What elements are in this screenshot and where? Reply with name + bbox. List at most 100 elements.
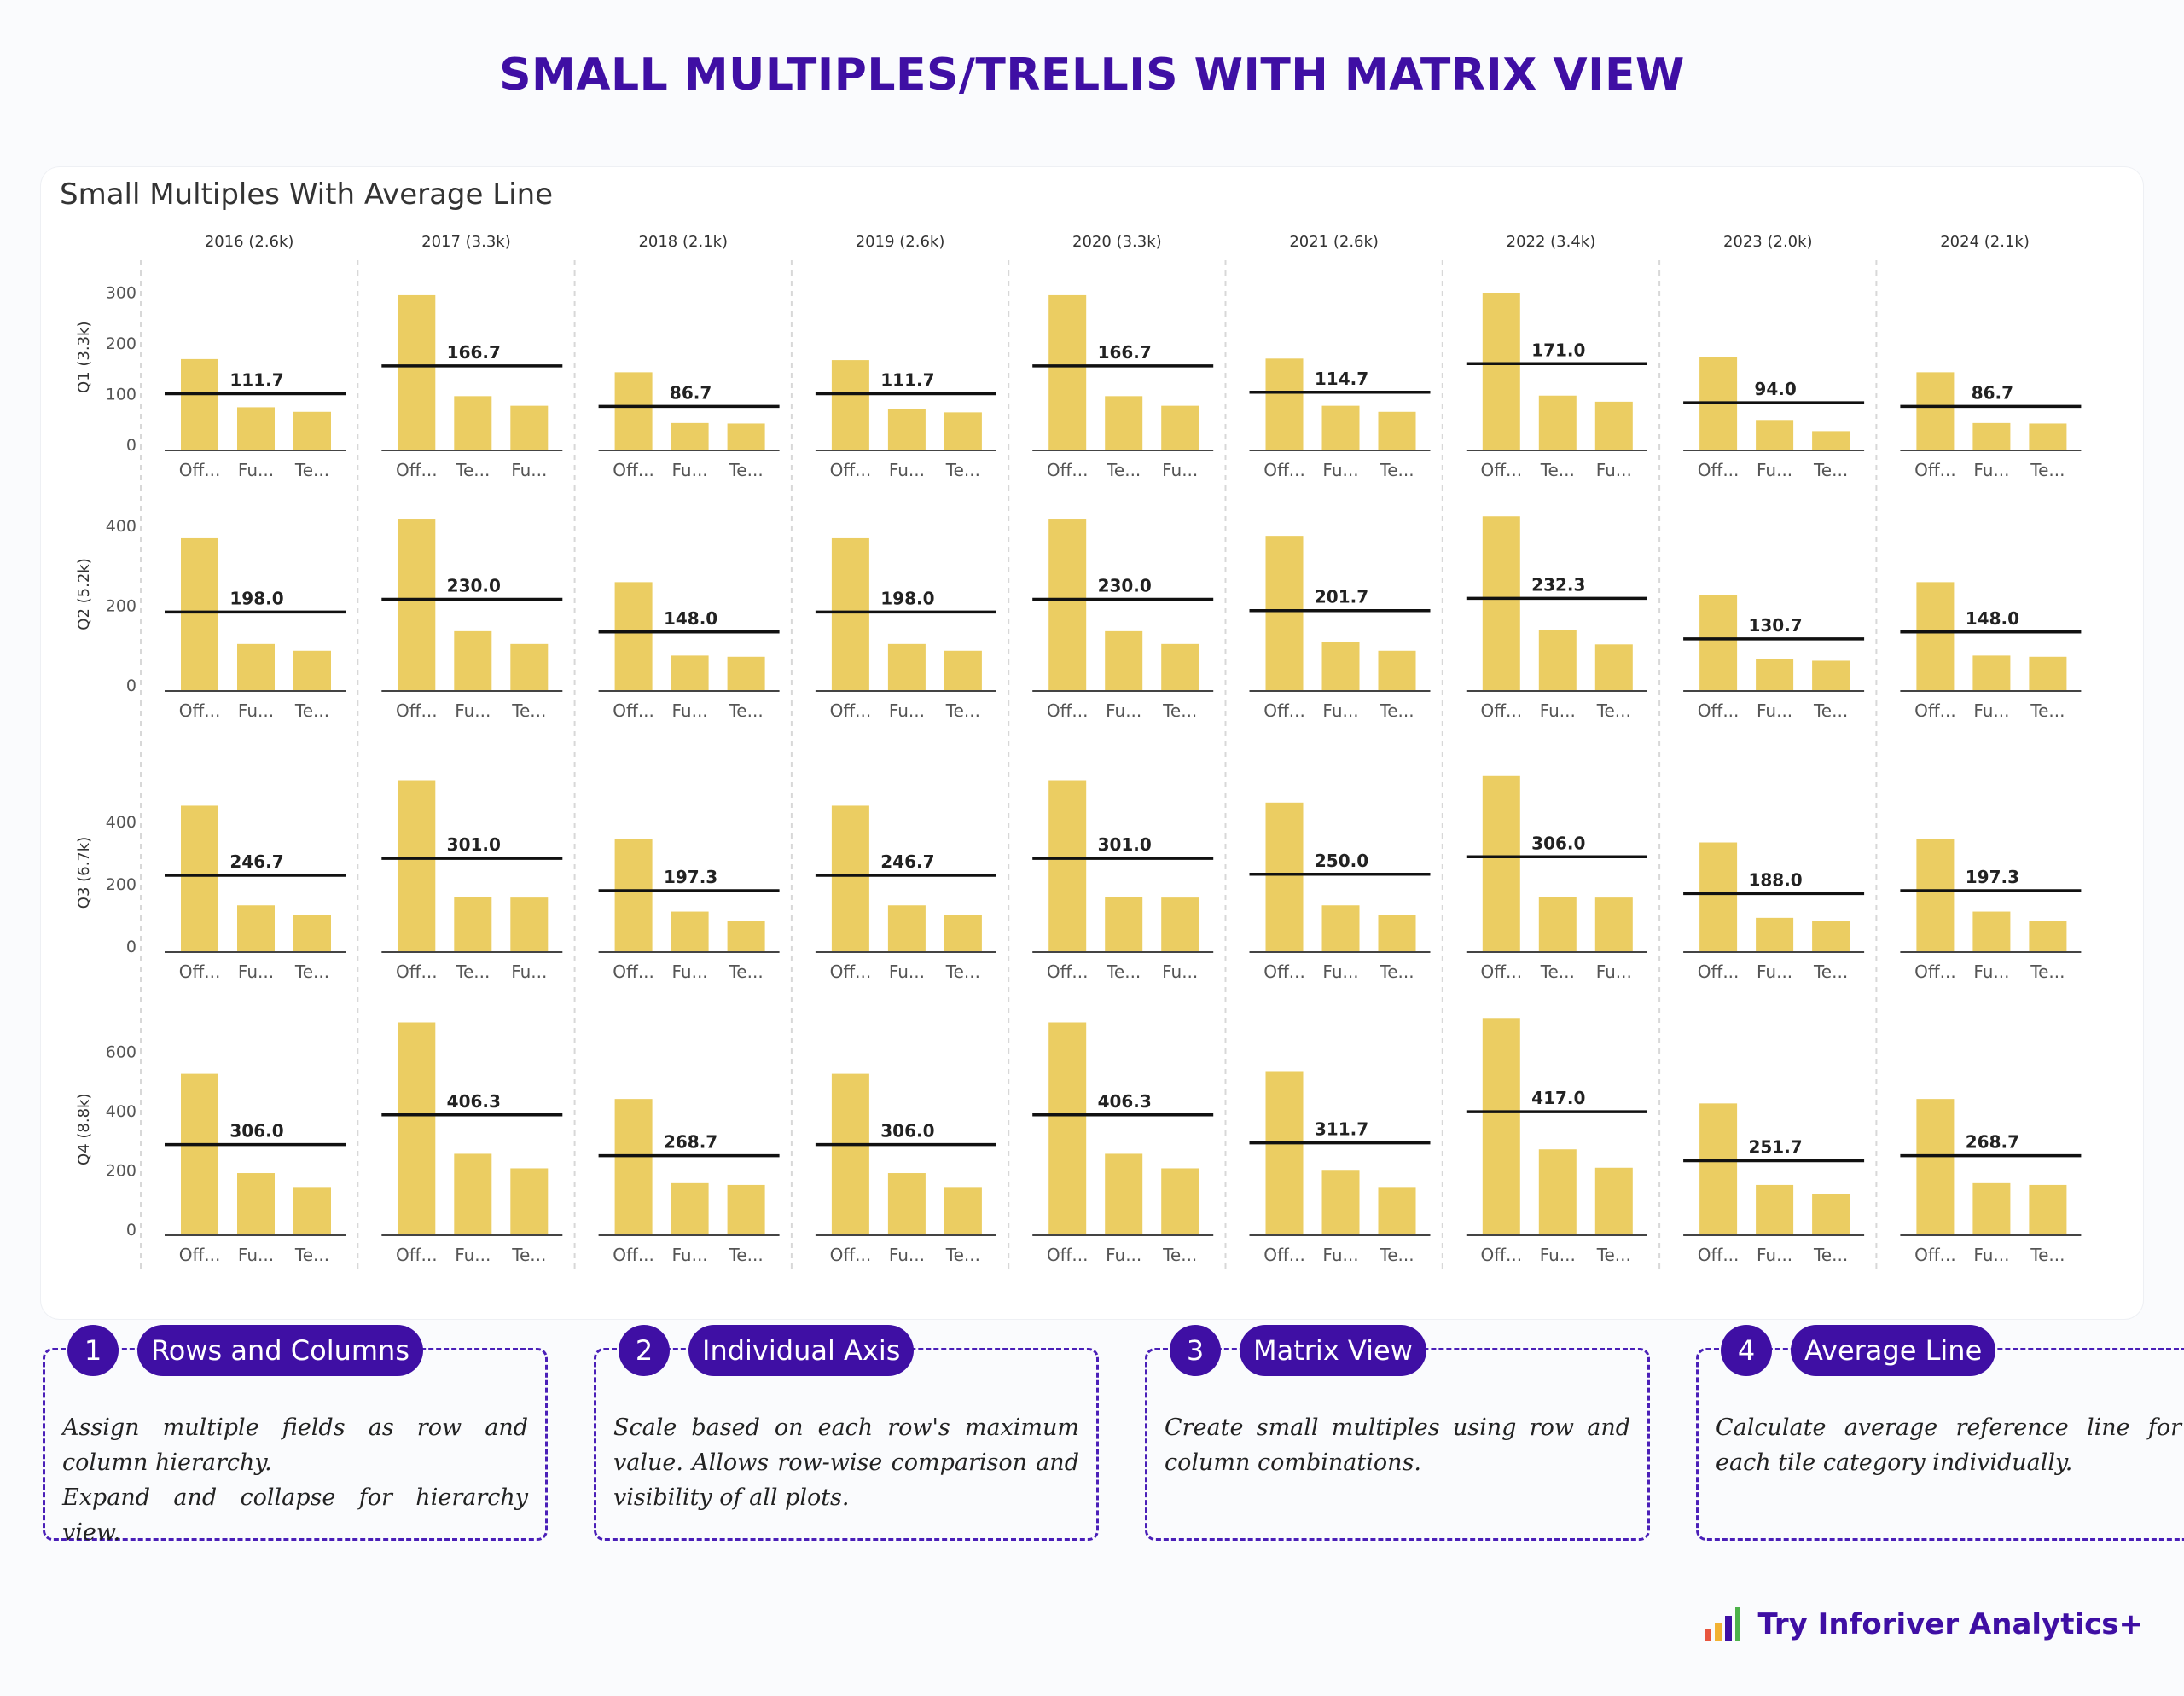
x-tick-label: Te... — [1106, 460, 1141, 480]
bar — [181, 1073, 218, 1235]
y-tick-label: 0 — [126, 1221, 136, 1240]
bar — [887, 1173, 926, 1235]
column-header: 2020 (3.3k) — [1072, 233, 1162, 251]
x-tick-label: Te... — [1813, 961, 1848, 982]
x-tick-label: Off... — [1263, 460, 1305, 480]
average-label: 417.0 — [1531, 1088, 1585, 1108]
average-label: 306.0 — [229, 1121, 283, 1141]
bar — [2029, 656, 2067, 691]
x-tick-label: Off... — [830, 961, 872, 982]
bar — [727, 423, 765, 450]
average-label: 114.7 — [1315, 369, 1368, 389]
y-tick-label: 200 — [106, 875, 136, 894]
feature-card-matrix-view: 3 Matrix View Create small multiples usi… — [1145, 1325, 1650, 1541]
footer-cta-link[interactable]: Try Inforiver Analytics+ — [1701, 1604, 2143, 1645]
x-tick-label: Off... — [1698, 1245, 1740, 1265]
x-tick-label: Te... — [2030, 961, 2065, 982]
bar — [1105, 897, 1143, 952]
x-tick-label: Off... — [1481, 700, 1523, 721]
x-tick-label: Fu... — [1757, 700, 1792, 721]
x-tick-label: Off... — [396, 460, 438, 480]
bar — [454, 1153, 492, 1235]
feature-title: Rows and Columns — [137, 1325, 423, 1376]
bar — [181, 805, 218, 952]
bar — [831, 1073, 869, 1235]
x-tick-label: Te... — [1813, 460, 1848, 480]
bar — [237, 905, 275, 952]
x-tick-label: Te... — [2030, 1245, 2065, 1265]
average-label: 166.7 — [1098, 342, 1152, 363]
bar — [454, 897, 492, 952]
average-label: 86.7 — [1972, 382, 2013, 403]
bar — [398, 519, 436, 691]
feature-description: Scale based on each row's maximum value.… — [613, 1410, 1079, 1515]
bar — [727, 656, 765, 691]
bar — [2029, 921, 2067, 952]
bar — [1594, 897, 1633, 952]
bar — [1321, 405, 1360, 450]
bar — [1972, 911, 2011, 952]
x-tick-label: Off... — [830, 700, 872, 721]
average-label: 111.7 — [229, 370, 283, 391]
average-label: 197.3 — [1966, 867, 2019, 887]
x-tick-label: Fu... — [1973, 460, 2009, 480]
bar — [727, 921, 765, 952]
column-header: 2016 (2.6k) — [205, 233, 294, 251]
average-label: 268.7 — [664, 1132, 717, 1153]
x-tick-label: Off... — [1047, 700, 1089, 721]
bar — [2029, 423, 2067, 450]
bar — [1812, 1194, 1850, 1235]
bar — [181, 537, 218, 691]
x-tick-label: Fu... — [238, 961, 274, 982]
x-tick-label: Fu... — [238, 1245, 274, 1265]
bar — [1916, 839, 1955, 952]
row-header: Q3 (6.7k) — [75, 837, 93, 909]
bar — [398, 780, 436, 952]
average-label: 301.0 — [1098, 834, 1152, 855]
bar — [1538, 1149, 1577, 1235]
x-tick-label: Te... — [2030, 460, 2065, 480]
bar — [1482, 1018, 1520, 1235]
y-tick-label: 200 — [106, 1162, 136, 1181]
average-label: 246.7 — [229, 851, 283, 872]
bar — [1916, 582, 1955, 691]
average-label: 246.7 — [880, 851, 934, 872]
average-label: 148.0 — [664, 608, 717, 629]
bar — [398, 294, 436, 450]
x-tick-label: Te... — [945, 700, 980, 721]
x-tick-label: Off... — [613, 961, 654, 982]
feature-card-average-line: 4 Average Line Calculate average referen… — [1696, 1325, 2184, 1541]
x-tick-label: Fu... — [1596, 460, 1632, 480]
x-tick-label: Te... — [294, 700, 329, 721]
x-tick-label: Te... — [294, 961, 329, 982]
x-tick-label: Fu... — [672, 460, 708, 480]
page-title: SMALL MULTIPLES/TRELLIS WITH MATRIX VIEW — [499, 49, 1685, 101]
feature-title: Matrix View — [1240, 1325, 1426, 1376]
bar — [1265, 802, 1304, 952]
bar — [887, 905, 926, 952]
average-label: 198.0 — [880, 588, 934, 608]
x-tick-label: Fu... — [511, 961, 547, 982]
x-tick-label: Te... — [1162, 1245, 1197, 1265]
y-tick-label: 0 — [126, 938, 136, 956]
x-tick-label: Te... — [511, 1245, 546, 1265]
x-tick-label: Off... — [1914, 1245, 1956, 1265]
column-header: 2022 (3.4k) — [1507, 233, 1596, 251]
bar — [1699, 595, 1738, 691]
row-header: Q2 (5.2k) — [75, 558, 93, 630]
x-tick-label: Off... — [613, 700, 654, 721]
bar — [1812, 921, 1850, 952]
x-tick-label: Fu... — [1106, 1245, 1141, 1265]
x-tick-label: Off... — [1047, 1245, 1089, 1265]
x-tick-label: Off... — [1698, 700, 1740, 721]
bar — [614, 372, 653, 450]
bar — [1161, 1168, 1199, 1235]
feature-line: Assign multiple fields as row and column… — [62, 1414, 528, 1476]
x-tick-label: Fu... — [889, 460, 925, 480]
feature-description: Assign multiple fields as row and column… — [62, 1410, 528, 1550]
x-tick-label: Te... — [945, 1245, 980, 1265]
average-label: 201.7 — [1315, 587, 1368, 607]
average-label: 306.0 — [880, 1121, 934, 1141]
bar — [1048, 1022, 1087, 1235]
average-label: 148.0 — [1966, 608, 2019, 629]
